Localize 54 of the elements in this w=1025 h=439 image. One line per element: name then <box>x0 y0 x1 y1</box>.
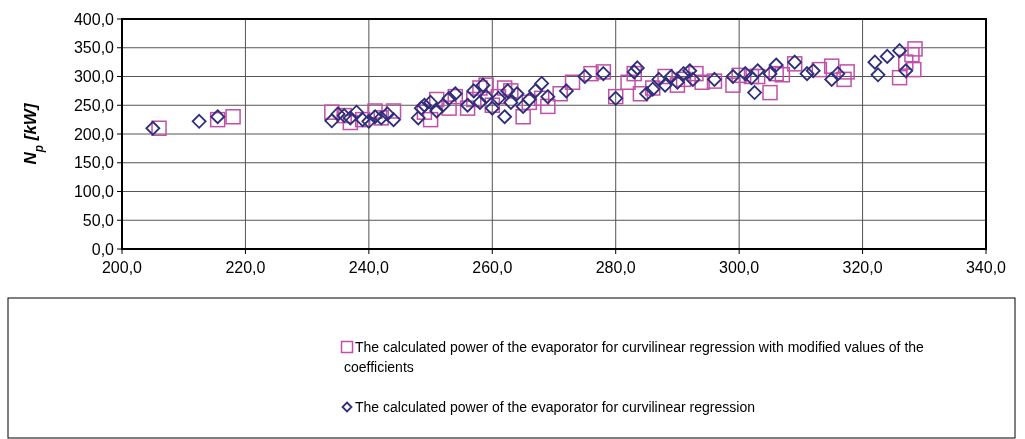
y-tick-label: 200,0 <box>73 125 115 143</box>
point <box>907 41 923 57</box>
point <box>906 61 922 78</box>
point <box>768 65 784 82</box>
point <box>422 111 439 128</box>
point <box>657 68 673 85</box>
x-tick-label: 200,0 <box>101 259 143 276</box>
x-tick-label: 300,0 <box>719 259 760 276</box>
legend-label: The calculated power of the evaporator for curvilinear regression with modified values of the coefficients <box>344 339 925 375</box>
point <box>762 84 778 101</box>
point <box>774 67 791 83</box>
point <box>731 67 747 84</box>
legend-label: The calculated power of the evaporator for curvilinear regression <box>355 399 755 415</box>
point <box>225 109 241 125</box>
y-tick-label: 400,0 <box>73 10 115 28</box>
point <box>466 91 482 108</box>
point <box>675 71 692 88</box>
x-tick-label: 280,0 <box>595 259 636 276</box>
point <box>583 65 599 82</box>
y-tick-label: 250,0 <box>73 96 115 114</box>
y-tick-label: 150,0 <box>73 154 115 172</box>
point <box>823 58 840 74</box>
point <box>441 100 457 116</box>
point <box>891 69 908 86</box>
point <box>151 120 167 136</box>
point <box>836 71 852 88</box>
point <box>540 98 556 115</box>
point <box>564 74 581 90</box>
point <box>725 77 741 93</box>
y-tick-label: 350,0 <box>73 39 115 57</box>
y-tick-label: 100,0 <box>73 183 115 201</box>
x-tick-label: 240,0 <box>348 259 389 276</box>
point <box>811 61 828 78</box>
point <box>904 46 920 63</box>
x-tick-label: 320,0 <box>842 259 883 276</box>
x-tick-label: 220,0 <box>225 259 266 276</box>
x-tick-label: 260,0 <box>472 259 513 276</box>
point <box>694 74 710 90</box>
point <box>839 64 855 80</box>
point <box>688 65 704 82</box>
y-tick-label: 0,0 <box>91 240 115 258</box>
point <box>552 86 568 102</box>
point <box>632 86 649 102</box>
y-tick-label: 300,0 <box>73 68 115 86</box>
point <box>533 90 550 107</box>
point <box>898 54 914 70</box>
x-tick-label: 340,0 <box>965 259 1007 276</box>
point <box>324 104 340 120</box>
point <box>620 74 636 90</box>
point <box>515 109 531 125</box>
point <box>503 83 519 99</box>
point <box>385 103 402 119</box>
point <box>416 104 433 120</box>
y-tick-label: 50,0 <box>82 211 115 229</box>
